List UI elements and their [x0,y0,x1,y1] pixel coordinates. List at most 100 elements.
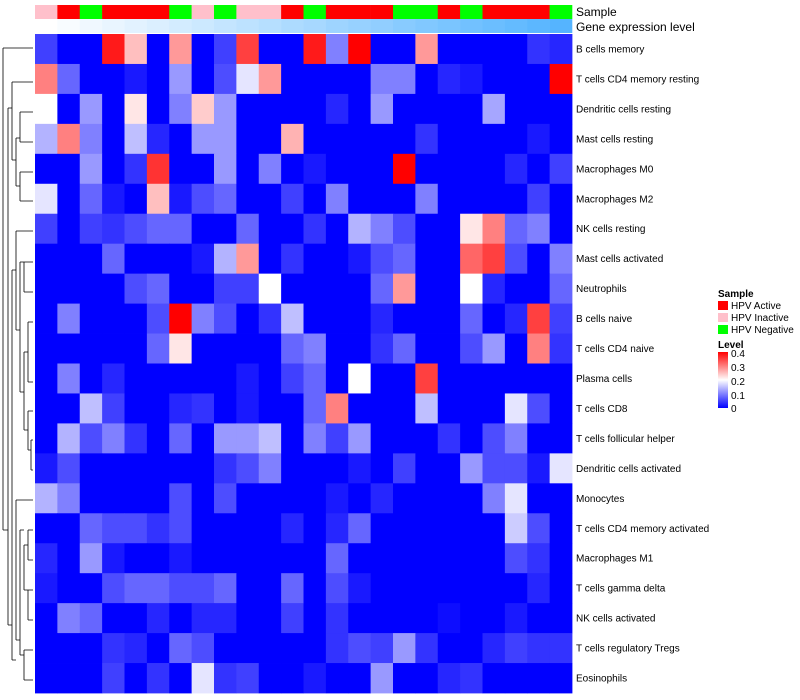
heatmap-cell [124,93,148,125]
heatmap-cell [35,123,58,155]
legend-swatch-hpv-active [718,301,728,310]
heatmap-cell [236,93,260,125]
heatmap-cell [281,363,304,394]
heatmap-cell [325,423,349,454]
heatmap-cell [482,213,506,245]
heatmap-cell [303,93,327,125]
heatmap-cell [35,183,58,215]
heatmap-cell [460,243,483,275]
heatmap-cell [482,333,506,364]
heatmap-cell [549,483,573,514]
heatmap-cell [303,603,327,634]
heatmap-cell [348,123,372,155]
heatmap-cell [236,393,260,424]
heatmap-cell [303,123,327,155]
heatmap-cell [79,543,103,574]
heatmap-cell [258,93,282,125]
heatmap-cell [236,603,260,634]
heatmap-cell [258,123,282,155]
sample-annotation-bar [35,5,573,19]
heatmap-cell [460,273,483,304]
heatmap-cell [236,333,260,364]
heatmap-cell [393,393,416,424]
heatmap-cell [191,243,215,275]
heatmap-cell [146,243,170,275]
heatmap-cell [146,183,170,215]
heatmap-cell [482,453,506,484]
sample-annotation-cell [325,5,349,19]
heatmap-cell [102,303,125,334]
heatmap-cell [146,34,170,65]
heatmap-cell [303,63,327,95]
heatmap-cell [303,34,327,65]
heatmap-cell [169,423,193,454]
heatmap-cell [124,273,148,304]
heatmap-cell [415,153,439,185]
heatmap-cell [325,663,349,694]
heatmap-cell [57,363,81,394]
heatmap-cell [191,393,215,424]
heatmap-cell [146,393,170,424]
heatmap-cell [303,543,327,574]
heatmap-cell [482,543,506,574]
sample-annotation-cell [370,5,394,19]
heatmap-cell [124,333,148,364]
heatmap-cell [437,123,461,155]
heatmap-cell [527,363,551,394]
sample-annotation-cell [169,5,192,19]
heatmap-cell [527,303,551,334]
heatmap-cell [79,303,103,334]
heatmap-cell [482,393,506,424]
heatmap-cell [393,573,416,604]
sample-annotation-cell [35,5,58,19]
sample-annotation-cell [281,5,304,19]
heatmap-cell [325,573,349,604]
heatmap-cell [35,243,58,275]
heatmap-cell [102,603,125,634]
heatmap-cell [527,63,551,95]
heatmap-cell [325,303,349,334]
heatmap-cell [102,513,125,544]
heatmap-cell [191,483,215,514]
heatmap-cell [325,153,349,185]
heatmap-cell [325,513,349,544]
heatmap-cell [191,333,215,364]
heatmap-cell [169,153,193,185]
heatmap-cell [415,543,439,574]
heatmap-cell [415,633,439,664]
heatmap-cell [527,153,551,185]
gene-expression-annotation-cell [437,19,461,33]
heatmap-cell [370,663,394,694]
heatmap-cell [191,573,215,604]
heatmap-cell [482,483,506,514]
heatmap-cell [549,153,573,185]
heatmap-cell [348,333,372,364]
sample-annotation-cell [214,5,237,19]
heatmap-cell [527,543,551,574]
heatmap-cell [504,663,528,694]
heatmap-cell [57,513,81,544]
heatmap-cell [370,393,394,424]
heatmap-cell [146,273,170,304]
heatmap-cell [460,393,483,424]
heatmap-cell [236,633,260,664]
heatmap-cell [214,633,237,664]
gene-expression-annotation-cell [281,19,304,33]
heatmap-cell [504,363,528,394]
heatmap-cell [393,183,416,215]
heatmap-cell [57,123,81,155]
heatmap-cell [437,423,461,454]
heatmap-cell [57,243,81,275]
heatmap-cell [281,423,304,454]
heatmap-cell [504,243,528,275]
heatmap-cell [393,663,416,694]
row-label: NK cells activated [576,614,655,625]
heatmap-cell [236,543,260,574]
heatmap-cell [169,123,193,155]
gene-expression-annotation-cell [549,19,573,33]
heatmap-cell [325,123,349,155]
heatmap-cell [169,543,193,574]
gene-expression-annotation-cell [102,19,125,33]
heatmap-cell [281,93,304,125]
heatmap-cell [214,423,237,454]
